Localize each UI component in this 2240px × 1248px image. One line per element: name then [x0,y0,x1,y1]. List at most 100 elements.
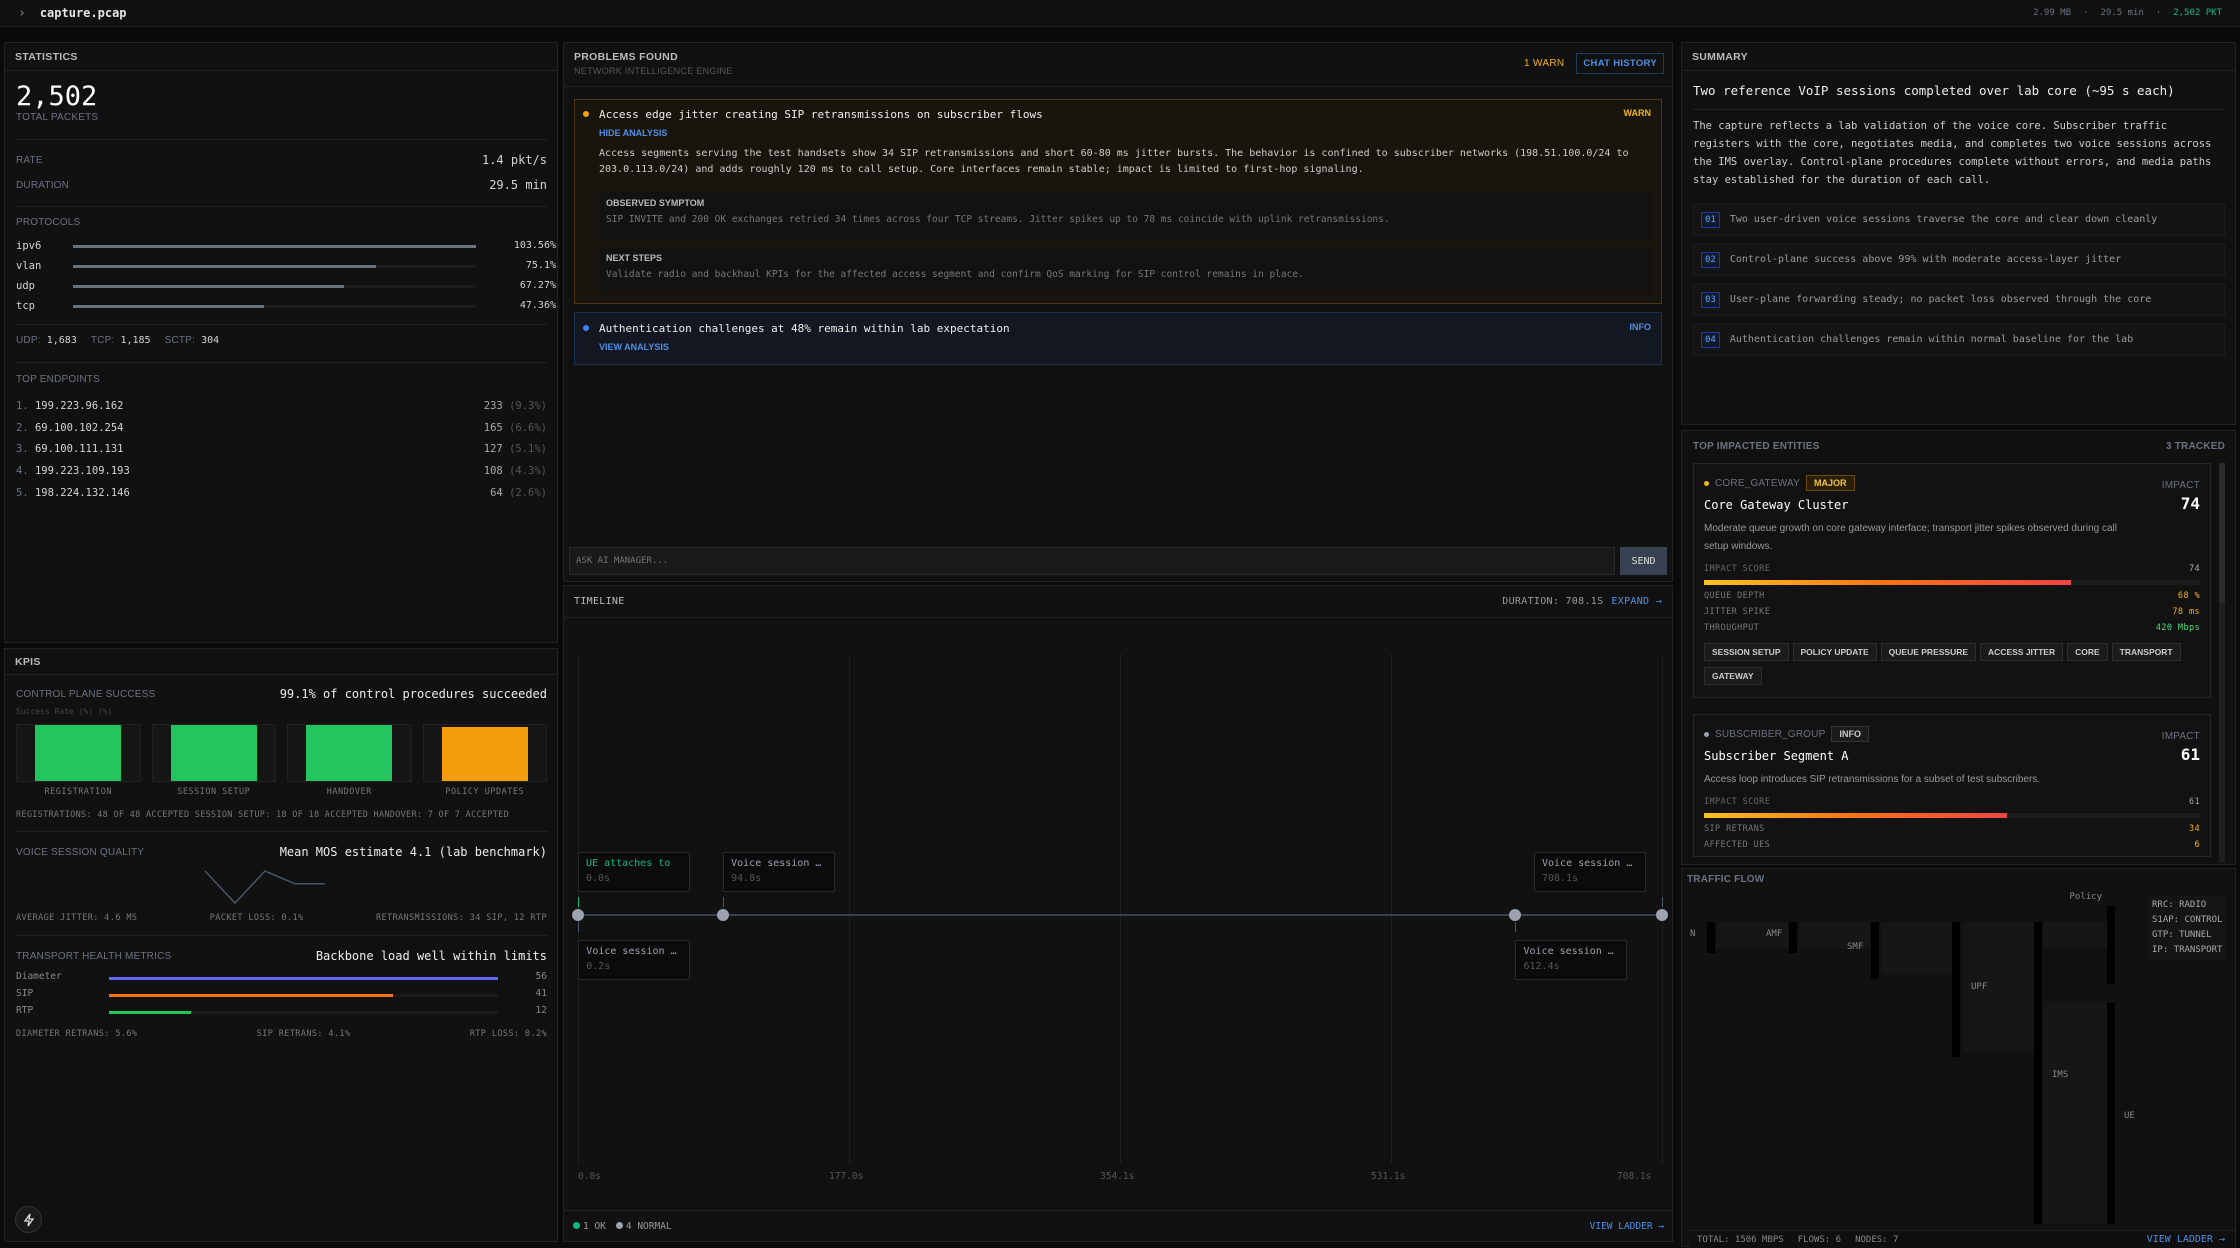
panel-title: SUMMARY [1682,43,2235,71]
entity-description: Moderate queue growth on core gateway in… [1704,523,2118,552]
entity-tag[interactable]: POLICY UPDATE [1792,643,1877,661]
entity-card[interactable]: CORE_GATEWAY MAJOR IMPACT 74 Core Gateway Cl… [1693,463,2211,698]
sankey-node[interactable] [1707,922,1715,953]
point-text: Authentication challenges remain within … [1729,334,2134,345]
control-plane-label: CONTROL PLANE SUCCESS [16,688,156,700]
endpoint-rank: 2. [16,421,29,434]
protocol-name: tcp [16,300,35,312]
kpi-bar[interactable] [170,725,257,781]
status-dot-icon [1704,731,1709,737]
total-packets: 2,502 [16,81,98,112]
sankey-node[interactable] [1789,922,1797,953]
endpoint-row[interactable]: 2. 69.100.102.254 165 (6.6%) [16,417,547,439]
event-time: 612.4s [1523,961,1560,972]
file-name: capture.pcap [39,6,127,20]
endpoint-ip: 199.223.109.193 [34,464,130,477]
count-value: 1,185 [120,335,151,346]
send-button[interactable]: SEND [1620,547,1667,575]
scrollbar-thumb[interactable] [2219,463,2225,603]
kpi-bar-label: REGISTRATION [44,787,112,797]
transport-name: Diameter [16,971,62,982]
traffic-flow-panel: TRAFFIC FLOW N AMF SMF UPF IMS Policy UE RRC: … [1681,868,2236,1248]
transport-stat: DIAMETER RETRANS: 5.6% [16,1029,138,1039]
sankey-node[interactable] [2107,1003,2115,1224]
summary-point: 04 Authentication challenges remain withi… [1693,323,2225,356]
problem-card-info[interactable]: Authentication challenges at 48% remain … [574,312,1662,365]
endpoint-row[interactable]: 1. 199.223.96.162 233 (9.3%) [16,395,547,417]
protocol-name: ipv6 [16,240,42,252]
kpi-bar[interactable] [441,727,528,781]
ask-ai-input[interactable] [569,547,1615,575]
impact-score-label: IMPACT SCORE [1704,564,1771,574]
warn-dot-icon [583,111,589,117]
entity-card[interactable]: SUBSCRIBER_GROUP INFO IMPACT 61 Subscriber S… [1693,714,2211,857]
transport-bar [109,1011,498,1014]
chat-history-button[interactable]: CHAT HISTORY [1576,53,1664,74]
impact-score-bar [1704,580,2200,585]
endpoint-row[interactable]: 3. 69.100.111.131 127 (5.1%) [16,438,547,460]
endpoint-row[interactable]: 5. 198.224.132.146 64 (2.6%) [16,482,547,504]
entity-tag[interactable]: CORE [2067,643,2108,661]
endpoint-pct: (2.6%) [509,486,547,499]
entity-list: CORE_GATEWAY MAJOR IMPACT 74 Core Gateway Cl… [1693,463,2211,864]
transport-stat: RTP LOSS: 0.2% [469,1029,547,1039]
kpi-bar-group: SESSION SETUP [151,724,276,797]
entity-tag[interactable]: ACCESS JITTER [1980,643,2064,661]
endpoint-pct: (5.1%) [509,443,547,456]
kpi-bar-group: HANDOVER [287,724,412,797]
protocol-pct: 47.36% [519,300,556,311]
sankey-node[interactable] [1952,922,1960,1057]
kpi-bar[interactable] [35,725,122,781]
control-plane-footer: REGISTRATIONS: 48 OF 48 ACCEPTED SESSION… [16,810,509,820]
kpi-bar[interactable] [306,725,393,781]
timeline-event[interactable]: Voice session … 0.2s [578,940,691,980]
endpoint-rank: 1. [16,399,29,412]
sankey-node[interactable] [1871,922,1879,979]
chevron-right-icon[interactable]: › [18,5,26,21]
expand-button[interactable]: EXPAND → [1611,596,1662,607]
sankey-link[interactable] [2044,1001,2107,1224]
legend-item: RRC: RADIO [2152,900,2207,910]
endpoint-pct: (6.6%) [509,421,547,434]
transport-value: 12 [535,1005,547,1016]
timeline-point[interactable] [717,909,730,921]
severity-badge: MAJOR [1806,475,1855,491]
timeline-point[interactable] [1656,909,1668,921]
timeline-point[interactable] [572,909,584,921]
timeline-event[interactable]: Voice session … 708.1s [1534,852,1646,892]
top-bar: › capture.pcap 2.99 MB · 29.5 min · 2,50… [0,0,2240,27]
metric-label: AFFECTED UES [1704,840,1771,850]
protocol-bar [73,245,476,248]
protocol-row: vlan 75.1% [16,257,557,277]
timeline-event[interactable]: Voice session … 612.4s [1515,940,1628,980]
sankey-link[interactable] [2044,922,2107,947]
problem-card-warn[interactable]: Access edge jitter creating SIP retransm… [574,99,1662,304]
chart-axis-label: Success Rate (%) (%) [16,707,113,716]
entity-tag[interactable]: GATEWAY [1704,667,1762,685]
view-ladder-link[interactable]: VIEW LADDER → [2146,1234,2225,1245]
lightning-icon[interactable] [15,1206,42,1233]
sankey-node[interactable] [2034,922,2042,1224]
entity-tag[interactable]: SESSION SETUP [1704,643,1789,661]
scrollbar[interactable] [2219,463,2225,863]
point-number: 03 [1701,291,1720,308]
endpoint-row[interactable]: 4. 199.223.109.193 108 (4.3%) [16,460,547,482]
problems-panel: PROBLEMS FOUND NETWORK INTELLIGENCE ENGI… [563,42,1673,582]
sankey-link[interactable] [1717,922,1788,949]
sankey-node-label: N [1690,929,1695,939]
timeline-point[interactable] [1509,909,1522,921]
view-analysis-link[interactable]: VIEW ANALYSIS [599,342,669,352]
entity-tag[interactable]: QUEUE PRESSURE [1880,643,1977,661]
view-ladder-link[interactable]: VIEW LADDER → [1589,1221,1664,1232]
sankey-link[interactable] [1799,922,1870,949]
hide-analysis-link[interactable]: HIDE ANALYSIS [599,128,668,138]
kpi-bar-label: HANDOVER [326,787,372,797]
entity-tag[interactable]: TRANSPORT [2111,643,2181,661]
observed-symptom-label: OBSERVED SYMPTOM [606,198,705,208]
sankey-link[interactable] [1963,922,2034,1053]
timeline-event[interactable]: UE attaches to 0.0s [578,852,690,892]
point-number: 04 [1701,331,1720,348]
sankey-link[interactable] [1881,922,1952,975]
timeline-event[interactable]: Voice session … 94.8s [723,852,836,892]
sankey-node[interactable] [2107,906,2115,984]
